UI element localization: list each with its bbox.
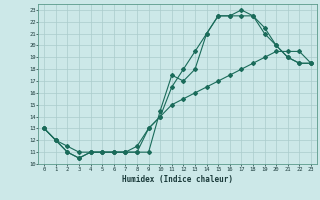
X-axis label: Humidex (Indice chaleur): Humidex (Indice chaleur)	[122, 175, 233, 184]
